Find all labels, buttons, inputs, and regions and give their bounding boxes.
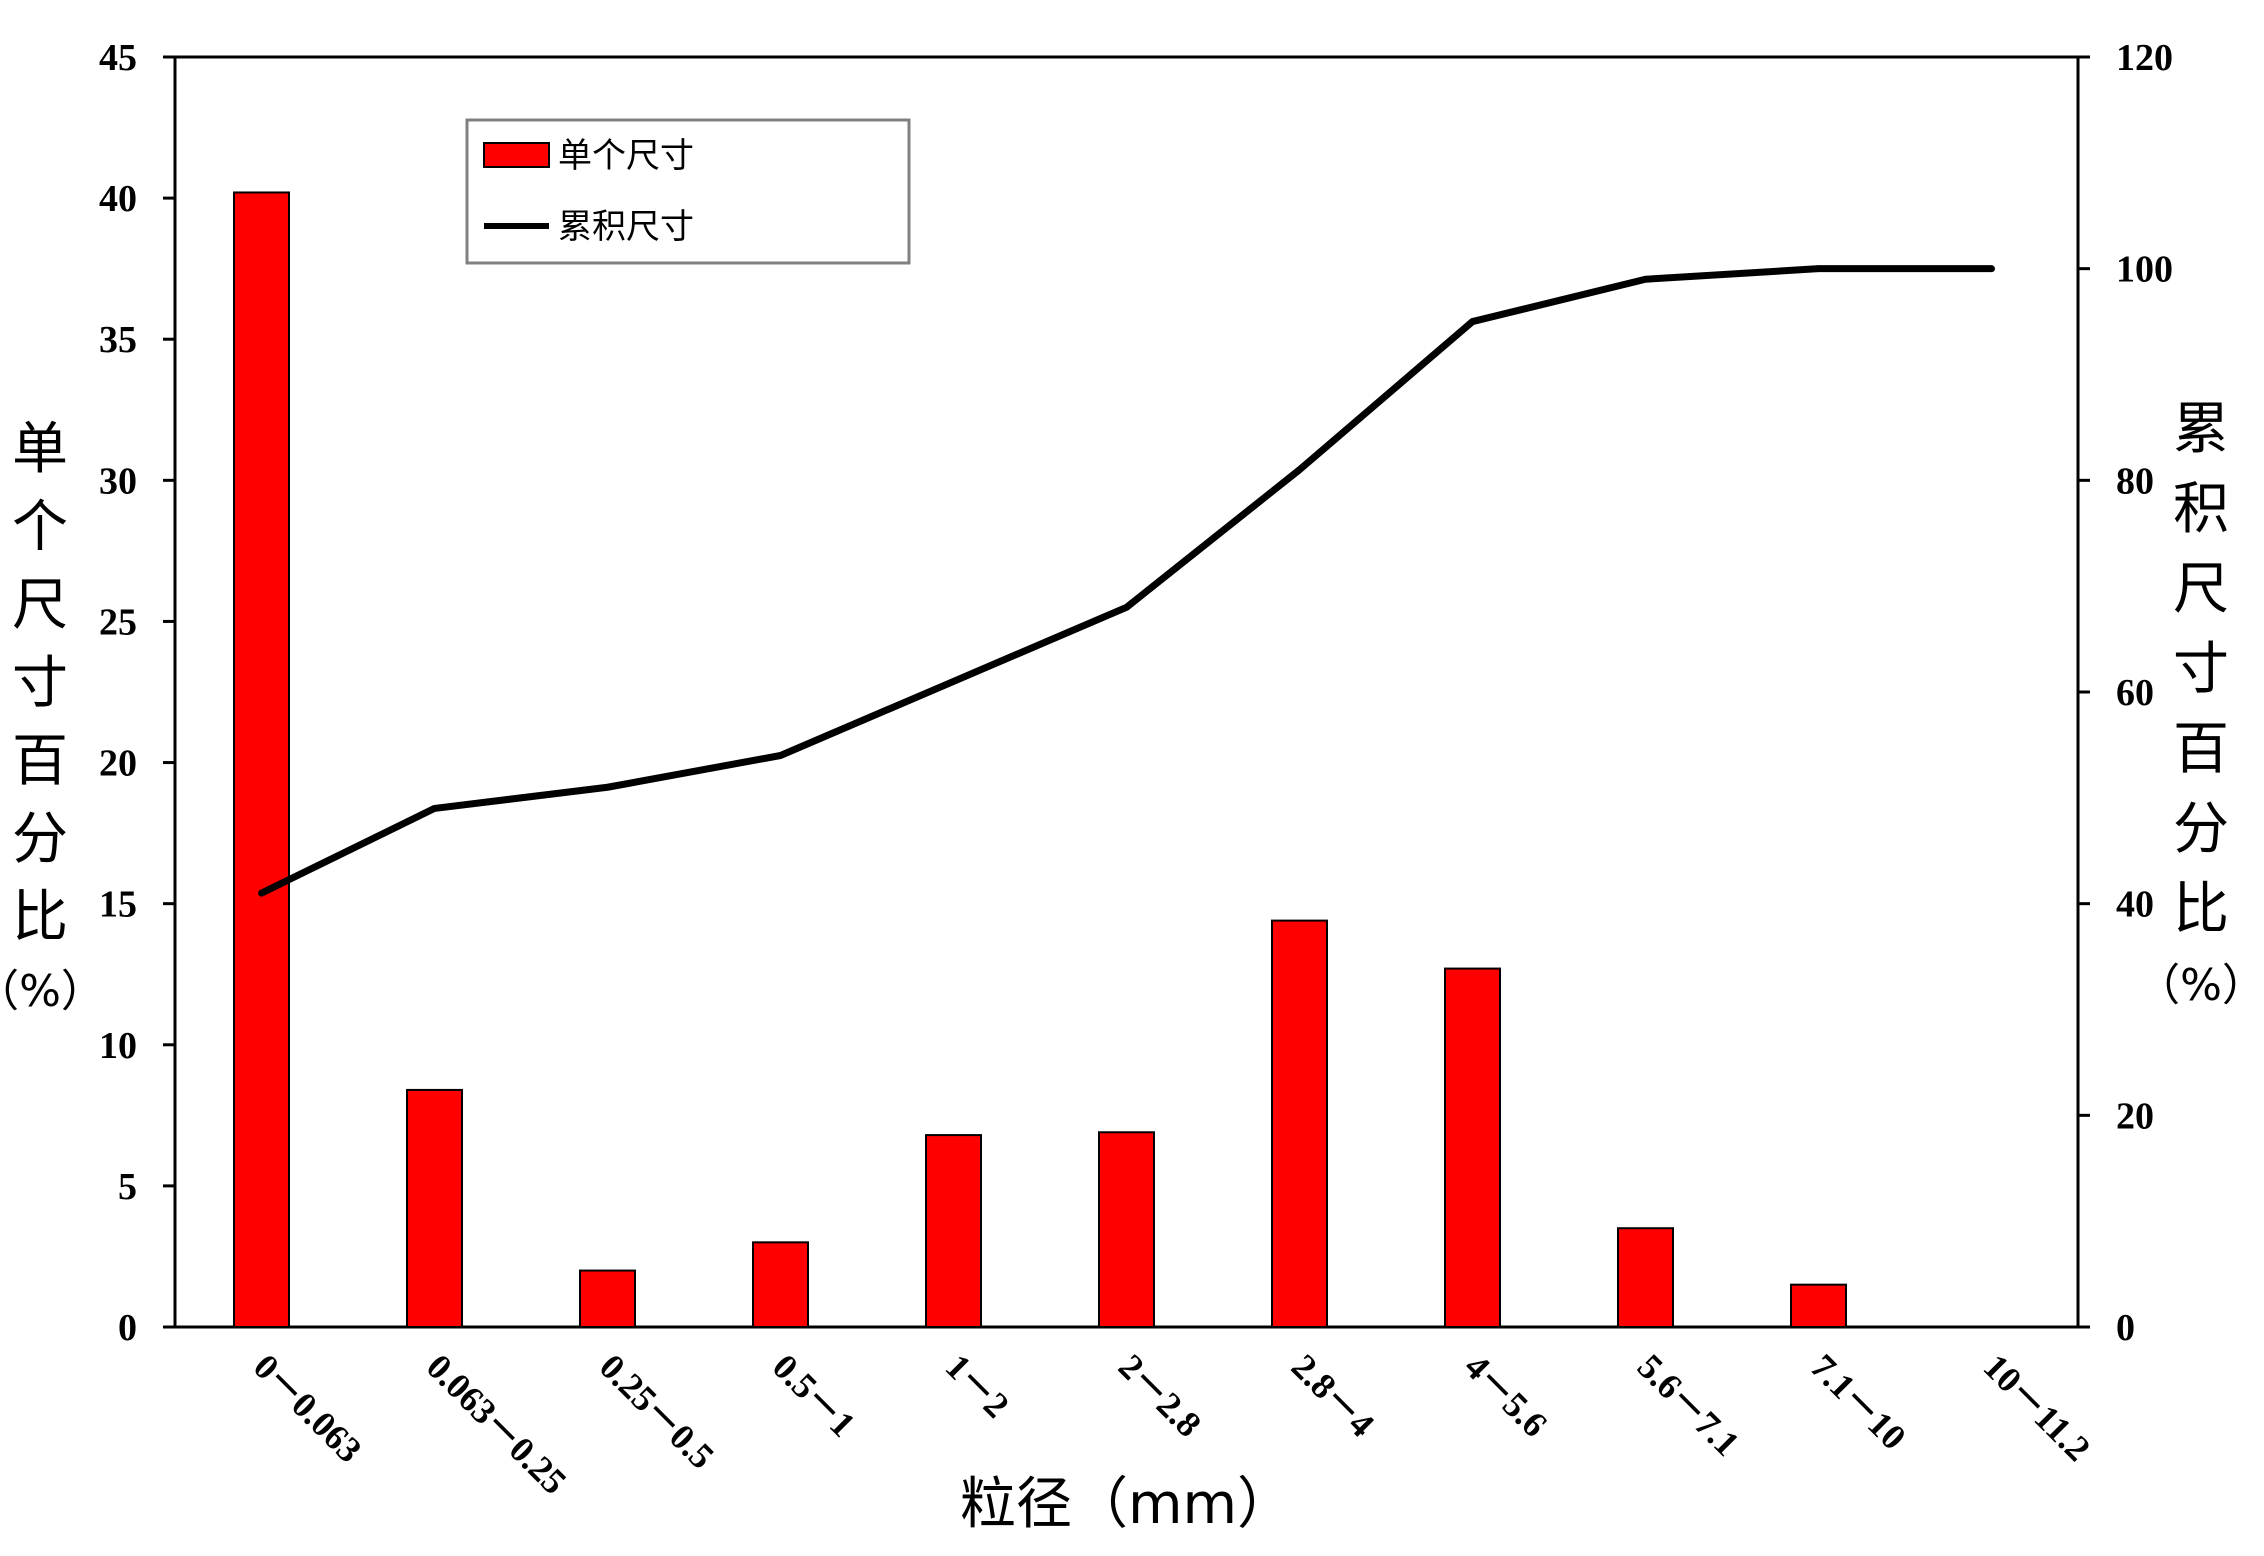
y2-tick-label: 120	[2116, 37, 2173, 79]
x-category-label: 2.8－4	[1284, 1346, 1382, 1444]
x-axis-title: 粒径（mm）	[960, 1472, 1293, 1537]
y-tick-label: 25	[99, 601, 137, 643]
x-category-label: 0.25－0.5	[592, 1346, 722, 1476]
bar	[1617, 1227, 1674, 1328]
axis-title-char: 百	[12, 729, 68, 794]
x-category-label: 0－0.063	[246, 1346, 370, 1470]
axis-title-char: 单	[12, 417, 68, 482]
bar	[1098, 1131, 1155, 1329]
axis-title-char: 分	[2173, 797, 2229, 862]
axis-title-char: 百	[2173, 717, 2229, 782]
axis-title-unit: （%）	[0, 966, 105, 1017]
legend-line-label: 累积尺寸	[558, 207, 694, 247]
legend-bar-label: 单个尺寸	[558, 136, 694, 176]
x-category-label: 7.1－10	[1803, 1346, 1914, 1457]
line-series	[258, 265, 1995, 897]
bar	[233, 191, 290, 1328]
axis-title-char: 个	[12, 495, 68, 560]
y2-tick-label: 60	[2116, 672, 2154, 714]
axis-title-char: 比	[12, 885, 68, 950]
axis-title-char: 寸	[12, 651, 68, 716]
line-series-path	[258, 265, 1995, 897]
bar	[406, 1088, 463, 1329]
y-tick-label: 30	[99, 460, 137, 502]
bar-series	[233, 191, 1847, 1329]
x-category-label: 0.5－1	[765, 1346, 863, 1444]
x-category-label: 1－2	[938, 1346, 1017, 1425]
y-tick-label: 40	[99, 178, 137, 220]
bar	[1271, 919, 1328, 1328]
bar	[925, 1134, 982, 1328]
legend-bar-swatch	[483, 142, 550, 168]
y-tick-label: 10	[99, 1025, 137, 1067]
y-tick-label: 45	[99, 37, 137, 79]
bar	[752, 1241, 809, 1329]
y-tick-label: 5	[118, 1166, 137, 1208]
axis-title-unit: （%）	[2136, 960, 2264, 1011]
y2-tick-label: 100	[2116, 249, 2173, 291]
y-tick-label: 20	[99, 743, 137, 785]
axis-title-char: 寸	[2173, 637, 2229, 702]
y2-tick-label: 40	[2116, 884, 2154, 926]
y2-tick-label: 20	[2116, 1095, 2154, 1137]
bar	[1444, 967, 1501, 1328]
axis-title-char: 尺	[12, 573, 68, 638]
x-category-label: 0.063－0.25	[419, 1346, 575, 1502]
axis-title-char: 累	[2173, 397, 2229, 462]
axis-title-char: 尺	[2173, 557, 2229, 622]
axis-title-char: 积	[2173, 477, 2229, 542]
x-category-label: 4－5.6	[1457, 1346, 1555, 1444]
y-tick-label: 15	[99, 884, 137, 926]
y2-tick-label: 0	[2116, 1307, 2135, 1349]
y2-tick-label: 80	[2116, 460, 2154, 502]
axis-title-char: 分	[12, 807, 68, 872]
axis-title-char: 比	[2173, 877, 2229, 942]
y-tick-label: 0	[118, 1307, 137, 1349]
x-category-label: 5.6－7.1	[1630, 1346, 1747, 1463]
bar	[1790, 1283, 1847, 1328]
x-category-label: 10－11.2	[1976, 1346, 2098, 1468]
y-tick-label: 35	[99, 319, 137, 361]
bar	[579, 1269, 636, 1328]
x-category-label: 2－2.8	[1111, 1346, 1209, 1444]
